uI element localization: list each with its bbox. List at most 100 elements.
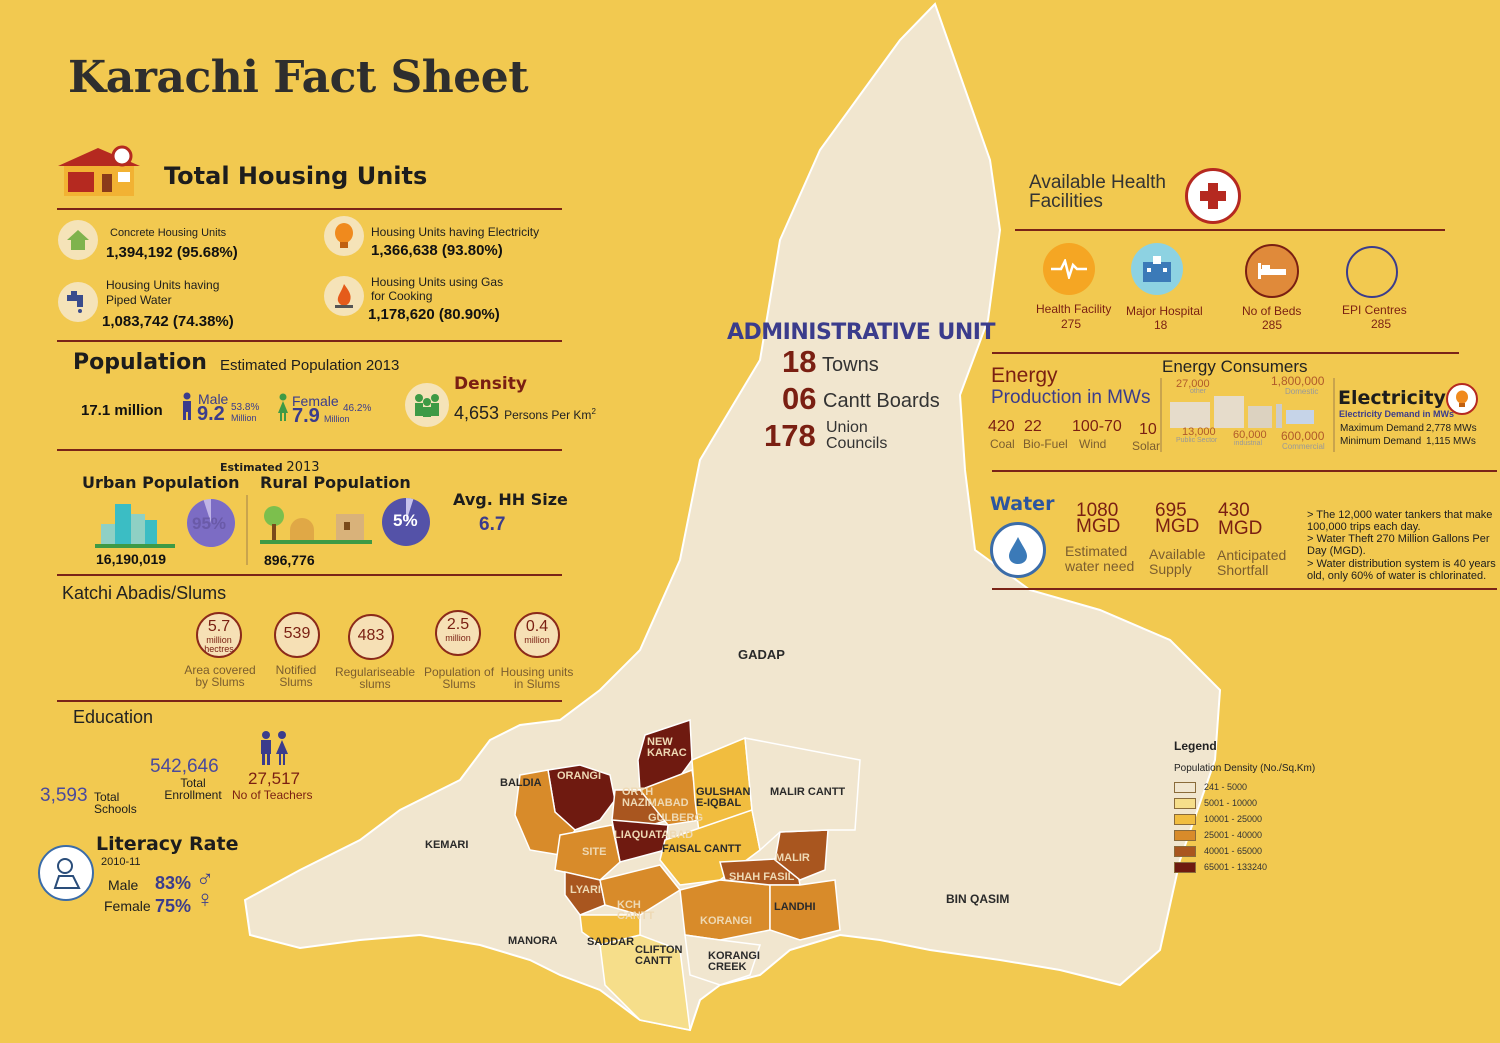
teachers-label: No of Teachers [232, 788, 313, 802]
consumer-domestic-label: Domestic [1285, 387, 1319, 396]
slum-area-unit: million hectres [204, 635, 234, 654]
water-note-3: > Water distribution system is 40 years … [1307, 558, 1496, 582]
legend: Legend Population Density (No./Sq.Km) 24… [1174, 739, 1315, 878]
legend-swatch [1174, 782, 1196, 794]
legend-row-label: 5001 - 10000 [1204, 798, 1258, 808]
slum-notified-label: Notified Slums [275, 663, 317, 689]
consumers-graphic [1170, 392, 1330, 437]
hh-heading: Avg. HH Size [453, 490, 568, 509]
slum-regulariseable-circle: 483 [348, 614, 394, 660]
slum-notified-circle: 539 [274, 612, 320, 658]
consumers-heading: Energy Consumers [1162, 357, 1308, 376]
electricity-divider-vertical [1333, 378, 1335, 452]
electricity-bulb-icon [1446, 383, 1478, 415]
health-facility-label: Health Facility [1036, 302, 1112, 316]
housing-concrete-label: Concrete Housing Units [110, 227, 227, 239]
district-lyari [564, 871, 606, 916]
energy-coal-value: 420 [988, 418, 1015, 435]
legend-row: 10001 - 25000 [1174, 814, 1315, 830]
enrollment-value: 542,646 [150, 756, 219, 777]
population-total: 17.1 million [81, 402, 163, 419]
housing-piped-label: Housing Units having Piped Water [106, 278, 220, 307]
label-kemari: KEMARI [425, 839, 469, 851]
energy-biofuel-label: Bio-Fuel [1023, 437, 1068, 451]
slum-population-value: 2.5 [446, 616, 470, 633]
label-gulshan: GULSHAN E-IQBAL [696, 786, 751, 809]
rural-pct: 5% [393, 511, 418, 530]
slum-housing-value: 0.4 [525, 618, 549, 635]
estimated-label-text: Estimated [220, 461, 283, 474]
heartbeat-icon [1043, 243, 1095, 295]
consumer-industrial-value: 60,000 [1233, 429, 1267, 441]
label-malir: MALIR [775, 852, 810, 864]
literacy-heading: Literacy Rate [96, 833, 239, 855]
energy-coal-label: Coal [990, 437, 1015, 451]
energy-heading: Energy [991, 364, 1058, 387]
female-icon [277, 393, 289, 426]
energy-wind-label: Wind [1079, 437, 1107, 451]
bed-icon [1245, 244, 1299, 298]
water-note-2: > Water Theft 270 Million Gallons Per Da… [1307, 533, 1490, 557]
urban-value: 16,190,019 [96, 551, 167, 567]
hospital-value: 18 [1154, 318, 1168, 332]
max-demand-label: Maximum Demand [1340, 423, 1424, 434]
legend-swatch [1174, 862, 1196, 874]
admin-cantt-label: Cantt Boards [823, 390, 940, 412]
slum-area-circle: 5.7 million hectres [196, 612, 242, 658]
housing-heading: Total Housing Units [164, 162, 428, 190]
legend-swatch [1174, 798, 1196, 810]
male-pct: 53.8% [231, 402, 260, 413]
label-kch-cantt: KCH CANTT [617, 899, 655, 922]
urban-pie-slice [187, 499, 235, 547]
male-unit: Million [231, 413, 257, 423]
label-new-karachi: NEW KARAC [647, 736, 687, 759]
admin-uc-label: Union Councils [826, 419, 888, 452]
estimated-year: 2013 [286, 460, 320, 475]
literacy-female-value: 75% [155, 896, 192, 916]
consumer-other-label: other [1190, 388, 1206, 395]
density-value: 4,653 Persons Per Km2 [454, 403, 596, 424]
legend-row-label: 65001 - 133240 [1204, 862, 1268, 872]
schools-value: 3,593 [40, 785, 88, 806]
electricity-heading: Electricity [1338, 387, 1446, 409]
male-icon [181, 392, 193, 425]
energy-biofuel-value: 22 [1024, 418, 1042, 435]
male-label: Male [198, 391, 229, 407]
housing-gas-value: 1,178,620 (80.90%) [368, 306, 500, 323]
female-label: Female [292, 393, 339, 409]
literacy-male-value: 83% [155, 873, 192, 893]
house-icon-large [58, 142, 144, 198]
legend-row-label: 241 - 5000 [1204, 782, 1248, 792]
water-heading: Water [990, 493, 1055, 515]
label-landhi: LANDHI [774, 901, 816, 913]
energy-solar-value: 10 [1139, 421, 1157, 438]
density-unit: Persons Per Km2 [504, 407, 596, 422]
admin-uc-value: 178 [764, 418, 816, 453]
slums-heading: Katchi Abadis/Slums [62, 583, 227, 603]
female-value: 7.9 [292, 405, 320, 427]
legend-row: 40001 - 65000 [1174, 846, 1315, 862]
district-site [554, 824, 621, 881]
slum-population-circle: 2.5 million [435, 610, 481, 656]
label-korangi: KORANGI [700, 915, 752, 927]
literacy-male-label: Male [108, 877, 139, 893]
water-shortfall-unit: MGD [1218, 518, 1263, 539]
rural-pie [382, 498, 430, 546]
density-unit-sup: 2 [591, 407, 596, 416]
epi-label: EPI Centres [1342, 303, 1407, 317]
label-faisal-cantt: FAISAL CANTT [662, 843, 742, 855]
slum-population-label: Population of Slums [423, 665, 495, 691]
house-icon [58, 220, 98, 260]
female-unit: Million [324, 414, 350, 424]
population-subheading: Estimated Population 2013 [220, 357, 400, 374]
district-korangi [679, 879, 771, 941]
label-korangi-creek: KORANGI CREEK [708, 950, 760, 973]
medical-cross-icon [1185, 168, 1241, 224]
water-need-label: Estimated water need [1065, 543, 1135, 574]
label-baldia: BALDIA [500, 777, 542, 789]
population-heading: Population [73, 350, 207, 375]
slum-area-value: 5.7 [207, 618, 231, 635]
density-number: 4,653 [454, 403, 500, 423]
city-icon [95, 500, 175, 555]
